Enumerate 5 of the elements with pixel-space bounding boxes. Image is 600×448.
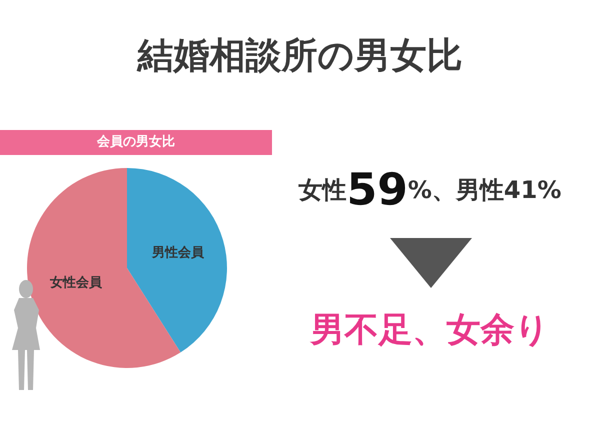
slice-label: 男性会員 (150, 246, 205, 261)
slice-label: 女性会員 (49, 275, 104, 290)
text: 男不足、女余り (310, 310, 550, 350)
chart-subtitle: 会員の男女比 (96, 134, 175, 150)
text: 結婚相談所の男女比 (136, 36, 462, 76)
